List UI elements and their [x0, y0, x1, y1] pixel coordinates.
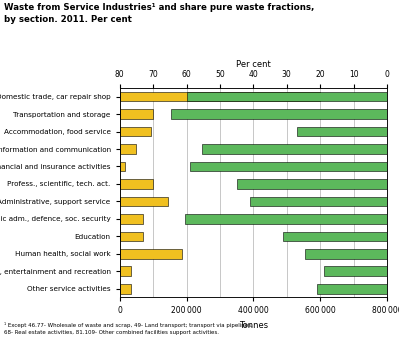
Bar	[317, 284, 387, 293]
Bar	[120, 266, 131, 276]
Bar	[120, 179, 153, 189]
Bar	[120, 197, 168, 206]
Bar	[120, 109, 153, 119]
Bar	[120, 214, 143, 224]
Bar	[190, 162, 387, 171]
Bar	[120, 144, 136, 154]
Bar	[297, 127, 387, 136]
Bar	[120, 127, 152, 136]
Bar	[120, 284, 131, 293]
Text: Waste from Service Industries¹ and share pure waste fractions,
by section. 2011.: Waste from Service Industries¹ and share…	[4, 3, 314, 24]
Bar	[201, 144, 387, 154]
Bar	[185, 214, 387, 224]
Bar	[120, 232, 143, 241]
Bar	[120, 249, 182, 259]
Bar	[305, 249, 387, 259]
Bar	[237, 179, 387, 189]
Bar	[172, 109, 387, 119]
Bar	[120, 92, 320, 101]
X-axis label: Per cent: Per cent	[236, 60, 271, 69]
Bar	[186, 92, 387, 101]
Bar	[283, 232, 387, 241]
Bar	[120, 162, 125, 171]
X-axis label: Tonnes: Tonnes	[239, 321, 268, 330]
Bar	[250, 197, 387, 206]
Bar	[324, 266, 387, 276]
Text: ¹ Except 46.77- Wholesale of waste and scrap, 49- Land transport; transport via : ¹ Except 46.77- Wholesale of waste and s…	[4, 322, 253, 335]
